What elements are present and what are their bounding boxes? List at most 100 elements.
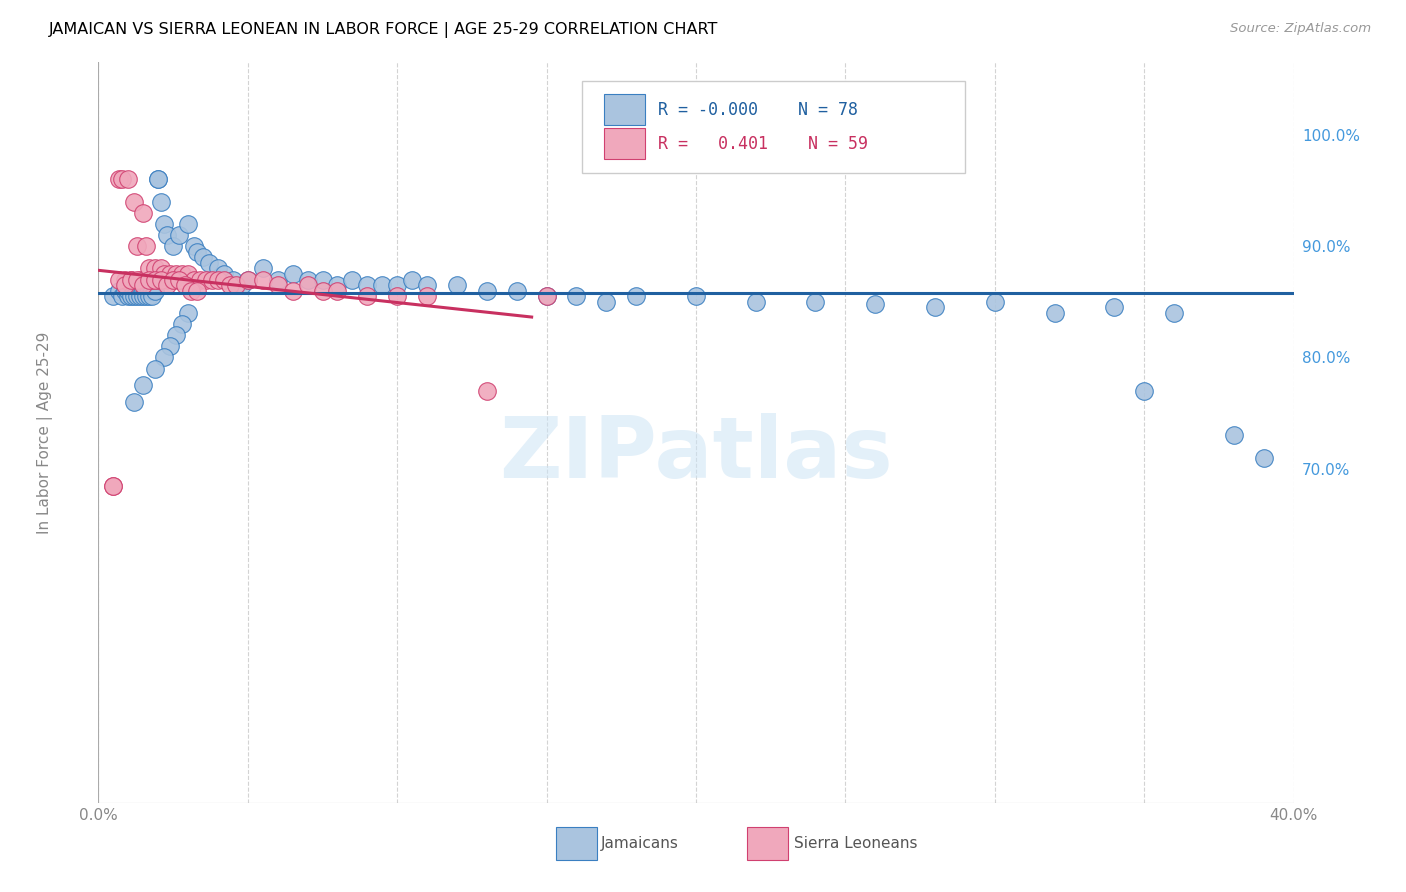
Point bbox=[984, 294, 1007, 309]
Point bbox=[371, 278, 394, 293]
Point bbox=[132, 205, 155, 219]
Point bbox=[141, 289, 163, 303]
Point bbox=[153, 351, 176, 365]
Point bbox=[138, 284, 160, 298]
Point bbox=[150, 272, 173, 286]
Point bbox=[201, 272, 224, 286]
Point bbox=[132, 378, 155, 392]
Point bbox=[132, 289, 155, 303]
Point bbox=[595, 294, 617, 309]
Text: JAMAICAN VS SIERRA LEONEAN IN LABOR FORCE | AGE 25-29 CORRELATION CHART: JAMAICAN VS SIERRA LEONEAN IN LABOR FORC… bbox=[49, 22, 718, 38]
Point bbox=[207, 261, 229, 276]
FancyBboxPatch shape bbox=[605, 95, 644, 126]
Point bbox=[143, 272, 166, 286]
Point bbox=[222, 272, 245, 286]
Point bbox=[183, 272, 205, 286]
Point bbox=[219, 278, 242, 293]
Point bbox=[153, 217, 176, 231]
Point bbox=[127, 284, 149, 298]
Point bbox=[212, 267, 235, 281]
Point bbox=[1104, 301, 1126, 315]
Point bbox=[150, 194, 173, 209]
Point bbox=[252, 272, 274, 286]
Point bbox=[167, 272, 190, 286]
Point bbox=[177, 217, 200, 231]
FancyBboxPatch shape bbox=[605, 128, 644, 160]
Point bbox=[138, 289, 160, 303]
Point bbox=[356, 289, 378, 303]
Point bbox=[297, 272, 319, 286]
Text: In Labor Force | Age 25-29: In Labor Force | Age 25-29 bbox=[37, 332, 52, 533]
Point bbox=[198, 256, 221, 270]
Point bbox=[924, 301, 946, 315]
Point bbox=[475, 384, 498, 398]
Point bbox=[188, 272, 211, 286]
Point bbox=[108, 284, 131, 298]
Point bbox=[135, 239, 157, 253]
Point bbox=[111, 289, 134, 303]
Point bbox=[626, 289, 648, 303]
Point bbox=[225, 278, 247, 293]
Point bbox=[124, 194, 146, 209]
Point bbox=[156, 272, 179, 286]
Text: Jamaicans: Jamaicans bbox=[600, 836, 678, 851]
Point bbox=[114, 278, 136, 293]
Point bbox=[180, 284, 202, 298]
Point bbox=[177, 306, 200, 320]
Point bbox=[148, 272, 170, 286]
Point bbox=[143, 284, 166, 298]
Point bbox=[148, 172, 170, 186]
Point bbox=[103, 478, 125, 492]
Point bbox=[103, 289, 125, 303]
FancyBboxPatch shape bbox=[557, 827, 596, 860]
Point bbox=[108, 272, 131, 286]
Point bbox=[103, 478, 125, 492]
Text: R = -0.000    N = 78: R = -0.000 N = 78 bbox=[658, 101, 858, 119]
Point bbox=[124, 289, 146, 303]
Point bbox=[342, 272, 364, 286]
Point bbox=[267, 272, 290, 286]
Point bbox=[385, 278, 409, 293]
Point bbox=[141, 272, 163, 286]
Point bbox=[804, 294, 827, 309]
Point bbox=[143, 261, 166, 276]
Point bbox=[120, 272, 142, 286]
Point bbox=[311, 284, 333, 298]
Point bbox=[129, 284, 152, 298]
Point bbox=[536, 289, 558, 303]
Point bbox=[446, 278, 468, 293]
Point bbox=[685, 289, 707, 303]
Point bbox=[1223, 428, 1246, 442]
Text: Source: ZipAtlas.com: Source: ZipAtlas.com bbox=[1230, 22, 1371, 36]
Point bbox=[162, 272, 184, 286]
Point bbox=[326, 278, 349, 293]
Point bbox=[401, 272, 423, 286]
Point bbox=[212, 272, 235, 286]
Point bbox=[865, 297, 887, 311]
Point bbox=[506, 284, 529, 298]
Point bbox=[120, 272, 142, 286]
Point bbox=[536, 289, 558, 303]
Text: ZIPatlas: ZIPatlas bbox=[499, 413, 893, 496]
Point bbox=[167, 272, 190, 286]
Point bbox=[129, 272, 152, 286]
Point bbox=[132, 284, 155, 298]
Point bbox=[186, 284, 208, 298]
Point bbox=[231, 278, 253, 293]
Point bbox=[124, 284, 146, 298]
Point bbox=[141, 284, 163, 298]
Point bbox=[191, 250, 214, 264]
FancyBboxPatch shape bbox=[582, 81, 965, 173]
Point bbox=[153, 267, 176, 281]
Point bbox=[172, 267, 194, 281]
Point bbox=[1163, 306, 1185, 320]
Point bbox=[124, 395, 146, 409]
Point bbox=[172, 317, 194, 331]
Point bbox=[117, 289, 139, 303]
Point bbox=[311, 272, 333, 286]
Point bbox=[281, 267, 304, 281]
Point bbox=[326, 284, 349, 298]
Point bbox=[114, 284, 136, 298]
Point bbox=[565, 289, 588, 303]
Point bbox=[252, 261, 274, 276]
